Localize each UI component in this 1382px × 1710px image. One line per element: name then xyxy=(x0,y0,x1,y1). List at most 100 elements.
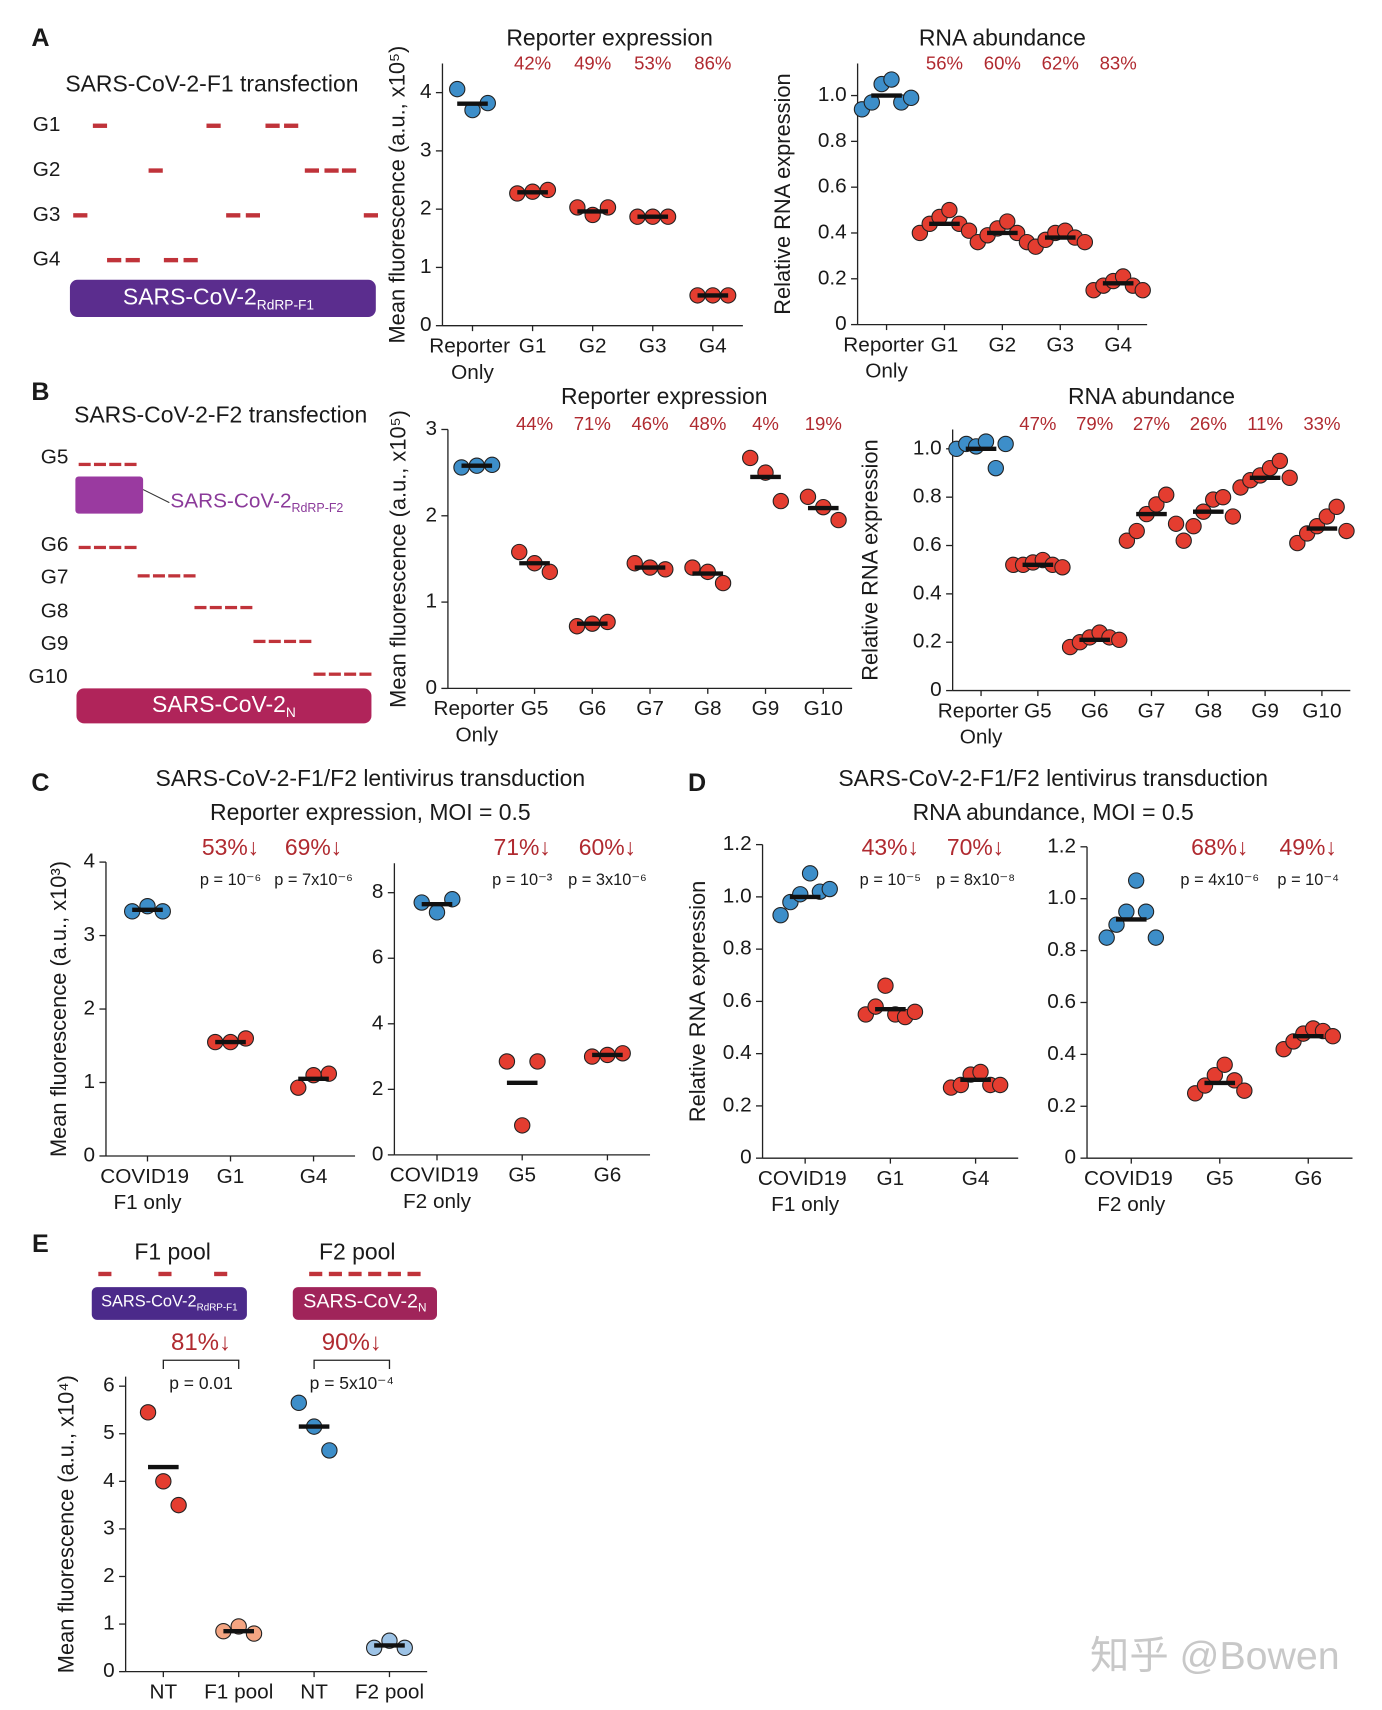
x-tick-label: G3 xyxy=(1046,334,1074,357)
data-point xyxy=(1098,929,1115,946)
construct-label: SARS-CoV-2RdRP-F2 xyxy=(170,490,343,515)
chart-title: SARS-CoV-2-F1/F2 lentivirus transduction xyxy=(156,765,586,791)
data-point xyxy=(867,998,884,1015)
x-tick-label-line: G4 xyxy=(962,1168,990,1191)
data-point xyxy=(511,543,528,561)
data-point xyxy=(428,904,446,921)
data-point xyxy=(529,1053,546,1070)
data-point xyxy=(1185,517,1202,535)
data-point xyxy=(1137,903,1155,920)
data-point xyxy=(997,435,1014,453)
data-point xyxy=(1167,515,1185,532)
note: 53% xyxy=(634,52,671,73)
x-tick-label-line: G5 xyxy=(508,1164,536,1187)
guide-label: G9 xyxy=(41,632,69,655)
x-tick-label-line: Only xyxy=(960,726,1003,749)
y-axis-label: Relative RNA expression xyxy=(685,881,710,1122)
data-point xyxy=(539,181,557,199)
data-point xyxy=(883,71,900,88)
x-tick-label-line: G3 xyxy=(1046,334,1074,357)
x-tick-label-line: F1 only xyxy=(113,1192,182,1215)
data-point xyxy=(960,222,978,239)
guide-label: G4 xyxy=(33,248,61,271)
y-tick-label: 0 xyxy=(372,1142,384,1165)
x-tick-label: G5 xyxy=(1206,1168,1234,1191)
data-point xyxy=(568,618,586,635)
note: 68%↓ xyxy=(1191,834,1248,860)
construct-name: SARS-CoV-2 xyxy=(170,490,291,513)
x-tick-label-line: COVID19 xyxy=(758,1168,847,1191)
x-tick-label-line: G10 xyxy=(804,698,843,721)
connector xyxy=(142,489,170,504)
x-tick-label: Reporter Only xyxy=(429,335,516,384)
data-point xyxy=(902,89,920,107)
y-tick-label: 2 xyxy=(420,197,432,220)
data-point xyxy=(1111,631,1128,649)
data-point xyxy=(772,906,789,924)
data-point xyxy=(999,213,1016,230)
construct-subscript: RdRP-F2 xyxy=(292,501,344,515)
data-point xyxy=(1134,282,1151,299)
data-point xyxy=(1175,532,1192,549)
y-tick-label: 1.0 xyxy=(1047,886,1076,909)
y-tick-label: 1 xyxy=(420,255,432,278)
y-tick-label: 0.8 xyxy=(1047,938,1076,961)
y-tick-label: 4 xyxy=(103,1469,115,1492)
x-tick-label: G1 xyxy=(217,1165,245,1188)
x-tick-label-line: NT xyxy=(300,1681,328,1704)
x-tick-label-line: G5 xyxy=(521,698,549,721)
bracket xyxy=(162,1359,240,1370)
data-point xyxy=(514,1117,531,1134)
y-tick-label: 2 xyxy=(83,997,95,1020)
construct-label: SARS-CoV-2RdRP-F1 xyxy=(123,283,314,311)
panel-label: E xyxy=(32,1230,49,1258)
x-tick-label-line: NT xyxy=(149,1681,177,1704)
y-tick-label: 1.2 xyxy=(723,832,752,855)
x-tick-label: G3 xyxy=(639,335,667,358)
p-value: p = 3x10⁻⁶ xyxy=(568,871,647,889)
x-tick-label: Reporter Only xyxy=(843,334,930,383)
note: 46% xyxy=(631,413,668,434)
y-tick-label: 0 xyxy=(930,678,942,701)
x-tick-label-line: G6 xyxy=(594,1164,622,1187)
data-point xyxy=(245,1625,263,1642)
construct-label: SARS-CoV-2RdRP-F1 xyxy=(101,1293,238,1313)
data-point xyxy=(1118,903,1135,920)
data-point xyxy=(1076,233,1094,251)
data-point xyxy=(1328,498,1345,516)
data-point xyxy=(714,574,732,592)
y-tick-label: 4 xyxy=(372,1011,384,1034)
data-point xyxy=(877,977,894,994)
panel-label: D xyxy=(688,769,706,797)
note: 53%↓ xyxy=(202,834,259,860)
note: 79% xyxy=(1076,413,1113,434)
y-tick-label: 0.2 xyxy=(913,630,942,653)
chart-title: Reporter expression xyxy=(561,383,768,409)
x-tick-label-line: G3 xyxy=(639,335,667,358)
x-tick-label: G8 xyxy=(694,698,722,721)
x-tick-label-line: G6 xyxy=(578,698,606,721)
chart-subtitle: Reporter expression, MOI = 0.5 xyxy=(210,799,531,825)
note: 48% xyxy=(689,413,726,434)
y-tick-label: 3 xyxy=(103,1516,115,1539)
note: 60% xyxy=(984,52,1021,73)
x-tick-label: COVID19 F2 only xyxy=(1084,1168,1179,1217)
x-tick-label: G8 xyxy=(1194,700,1222,723)
note: 47% xyxy=(1019,413,1056,434)
y-tick-label: 1 xyxy=(425,590,437,613)
x-tick-label-line: G7 xyxy=(636,698,664,721)
x-tick-label: G10 xyxy=(804,698,843,721)
x-tick-label-line: Only xyxy=(455,724,498,747)
note: 81%↓ xyxy=(171,1329,231,1356)
note: 4% xyxy=(752,413,779,434)
x-tick-label-line: G1 xyxy=(877,1168,905,1191)
note: 42% xyxy=(514,52,551,73)
x-tick-label-line: G7 xyxy=(1138,700,1166,723)
x-tick-label: G1 xyxy=(931,334,959,357)
note: 69%↓ xyxy=(285,834,342,860)
x-tick-label: G7 xyxy=(1138,700,1166,723)
x-tick-label-line: G9 xyxy=(752,698,780,721)
x-tick-label: G9 xyxy=(752,698,780,721)
x-tick-label: G4 xyxy=(300,1165,328,1188)
